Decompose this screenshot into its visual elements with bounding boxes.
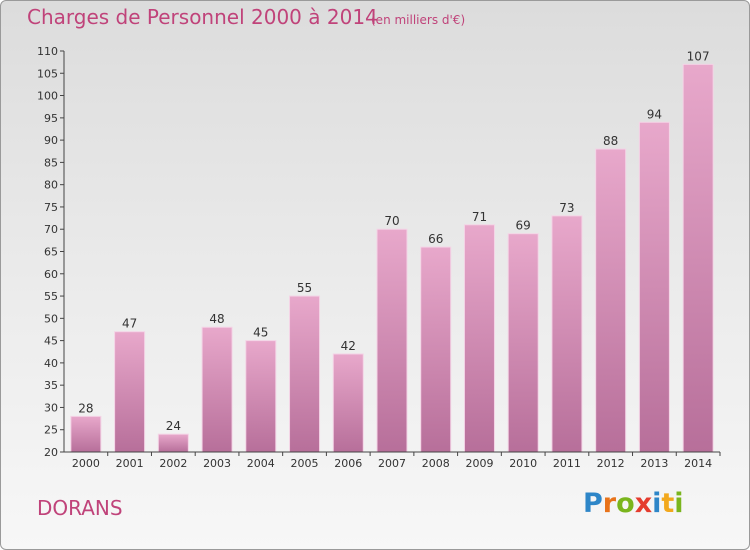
y-tick-label: 110	[37, 45, 58, 58]
data-label-2004: 45	[253, 326, 268, 340]
data-label-2007: 70	[384, 214, 399, 228]
x-tick-label-2010: 2010	[509, 457, 537, 470]
x-tick-label-2005: 2005	[291, 457, 319, 470]
logo-letter: P	[583, 488, 603, 519]
chart-subtitle: (en milliers d'€)	[371, 13, 466, 27]
y-tick-label: 100	[37, 90, 58, 103]
bar-2007	[376, 228, 408, 453]
data-label-2012: 88	[603, 134, 618, 148]
x-tick-label-2007: 2007	[378, 457, 406, 470]
data-label-2001: 47	[122, 317, 137, 331]
x-tick-label-2009: 2009	[465, 457, 493, 470]
bar-2000	[70, 415, 102, 453]
y-tick-label: 20	[44, 446, 58, 459]
data-label-2002: 24	[166, 419, 181, 433]
y-tick-label: 85	[44, 156, 58, 169]
data-label-2003: 48	[209, 312, 224, 326]
x-tick-label-2014: 2014	[684, 457, 712, 470]
y-tick-label: 50	[44, 312, 58, 325]
y-tick-label: 90	[44, 134, 58, 147]
data-label-2011: 73	[559, 201, 574, 215]
y-tick-label: 65	[44, 246, 58, 259]
bar-2013	[638, 121, 670, 453]
bar-2002	[157, 433, 189, 453]
logo-letter: o	[616, 488, 635, 519]
bar-2009	[463, 224, 495, 453]
data-label-2008: 66	[428, 232, 443, 246]
bar-2005	[289, 295, 321, 453]
logo-letter: r	[602, 488, 617, 519]
x-tick-label-2001: 2001	[116, 457, 144, 470]
logo-letter: x	[634, 488, 653, 519]
x-tick-label-2006: 2006	[334, 457, 362, 470]
x-tick-label-2012: 2012	[597, 457, 625, 470]
proxiti-logo: Proxiti	[583, 488, 684, 519]
bar-2012	[595, 148, 627, 453]
y-tick-label: 95	[44, 112, 58, 125]
data-label-2006: 42	[341, 339, 356, 353]
bar-2014	[682, 63, 714, 453]
x-tick-label-2013: 2013	[640, 457, 668, 470]
x-tick-label-2011: 2011	[553, 457, 581, 470]
bar-2006	[332, 353, 364, 453]
logo-letter: i	[674, 488, 684, 519]
data-label-2009: 71	[472, 210, 487, 224]
y-tick-label: 70	[44, 223, 58, 236]
logo-letter: t	[661, 488, 675, 519]
x-tick-label-2004: 2004	[247, 457, 275, 470]
y-tick-label: 25	[44, 424, 58, 437]
y-tick-label: 55	[44, 290, 58, 303]
data-label-2005: 55	[297, 281, 312, 295]
data-label-2000: 28	[78, 401, 93, 415]
bar-2003	[201, 326, 233, 453]
data-label-2013: 94	[647, 107, 662, 121]
y-tick-label: 35	[44, 379, 58, 392]
y-tick-label: 105	[37, 67, 58, 80]
bar-2011	[551, 215, 583, 453]
y-tick-label: 60	[44, 268, 58, 281]
y-tick-label: 40	[44, 357, 58, 370]
y-tick-label: 30	[44, 401, 58, 414]
x-tick-label-2002: 2002	[159, 457, 187, 470]
y-tick-label: 45	[44, 335, 58, 348]
y-tick-label: 75	[44, 201, 58, 214]
bar-2010	[507, 233, 539, 453]
y-tick-label: 80	[44, 179, 58, 192]
x-tick-label-2003: 2003	[203, 457, 231, 470]
logo-letter: i	[652, 488, 662, 519]
data-label-2010: 69	[516, 219, 531, 233]
data-label-2014: 107	[687, 49, 710, 63]
x-tick-label-2000: 2000	[72, 457, 100, 470]
x-tick-label-2008: 2008	[422, 457, 450, 470]
chart-title: Charges de Personnel 2000 à 2014	[27, 5, 378, 29]
bar-2001	[114, 331, 146, 453]
bar-2008	[420, 246, 452, 453]
commune-name: DORANS	[37, 496, 123, 520]
bar-2004	[245, 340, 277, 453]
